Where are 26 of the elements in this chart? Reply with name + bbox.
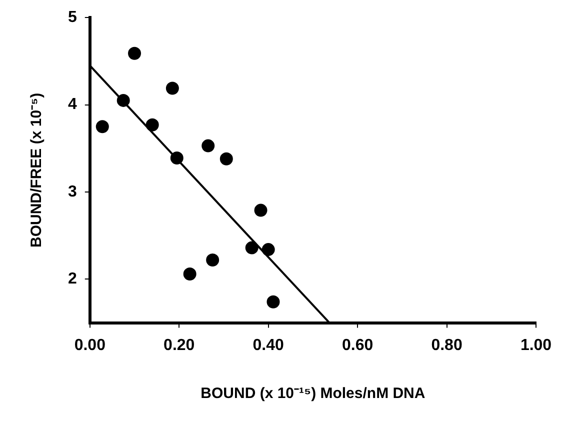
y-tick-label: 5 [68,9,77,26]
y-axis-title: BOUND/FREE (x 10⁻⁵) [28,92,46,248]
point [262,243,275,256]
y-tick-label: 3 [68,183,77,200]
point [266,295,280,308]
point [206,254,220,267]
point [183,267,196,280]
x-tick-label: 0.00 [74,336,106,354]
point [128,46,142,60]
point [166,82,179,95]
x-tick-label: 0.60 [342,336,374,354]
x-tick-label: 0.80 [431,336,462,354]
point [116,94,130,107]
point [96,120,109,134]
point [220,152,233,166]
point [170,151,184,164]
x-tick-label: 0.40 [252,336,284,354]
point [146,118,159,132]
x-tick-label: 1.00 [520,336,552,354]
y-tick-label: 2 [68,270,77,288]
x-axis-title: BOUND (x 10⁻¹⁵) Moles/nM DNA [200,385,426,402]
point [245,241,258,254]
x-tick-label: 0.20 [164,336,195,354]
point [254,204,268,217]
point [202,139,215,152]
y-tick-label: 4 [68,96,77,114]
